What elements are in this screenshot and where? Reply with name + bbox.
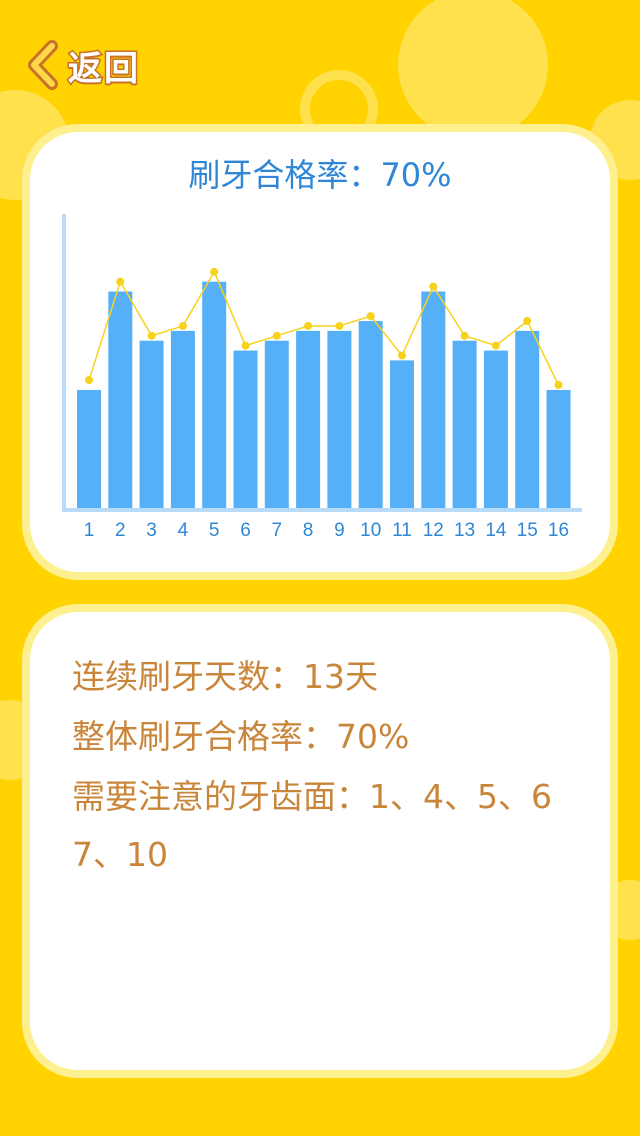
trend-point bbox=[210, 267, 219, 276]
trend-point bbox=[491, 341, 500, 350]
chart-bar bbox=[77, 389, 101, 508]
chart-bar bbox=[264, 340, 289, 508]
back-label: 返回 bbox=[67, 47, 140, 90]
trend-point bbox=[241, 341, 250, 350]
trend-point bbox=[554, 381, 563, 389]
trend-point bbox=[116, 277, 125, 286]
trend-point bbox=[272, 331, 281, 340]
x-tick-label: 14 bbox=[485, 520, 507, 541]
trend-point bbox=[304, 321, 313, 330]
x-tick-label: 9 bbox=[334, 520, 345, 541]
chart-bar bbox=[421, 291, 446, 508]
chart-bar bbox=[546, 389, 571, 508]
x-tick-label: 12 bbox=[423, 520, 444, 541]
trend-point bbox=[523, 317, 532, 326]
chart-bar bbox=[483, 350, 508, 508]
bar-chart: 1 2 3 4 5 6 7 8 9 10 11 12 13 14 15 16 bbox=[62, 214, 582, 541]
x-tick-label: 11 bbox=[392, 520, 412, 541]
chart-card: 刷牙合格率：70% 1 2 3 4 5 6 7 8 9 10 11 12 13 14 15 16 bbox=[22, 124, 618, 580]
trend-line bbox=[88, 270, 560, 386]
chart-bar bbox=[327, 330, 352, 508]
x-tick-label: 1 bbox=[84, 520, 95, 541]
chart-title: 刷牙合格率：70% bbox=[30, 150, 610, 196]
chevron-left-icon bbox=[28, 40, 58, 90]
trend-point bbox=[366, 312, 375, 321]
background-bubble bbox=[398, 0, 548, 140]
chart-bar bbox=[515, 330, 540, 508]
trend-point bbox=[178, 321, 187, 330]
x-tick-label: 3 bbox=[146, 520, 157, 541]
x-tick-label: 15 bbox=[517, 520, 538, 541]
attention-teeth-text: 需要注意的牙齿面：1、4、5、6 bbox=[72, 777, 552, 816]
x-tick-label: 10 bbox=[360, 520, 381, 541]
trend-point bbox=[460, 331, 469, 340]
trend-point bbox=[85, 376, 93, 385]
x-tick-label: 8 bbox=[303, 520, 314, 541]
x-tick-label: 16 bbox=[548, 520, 569, 541]
chart-bar bbox=[390, 360, 414, 508]
x-tick-label: 6 bbox=[240, 520, 251, 541]
chart-bar bbox=[296, 330, 321, 508]
chart-bar bbox=[170, 330, 195, 508]
chart-title-prefix: 刷牙合格率： bbox=[188, 156, 381, 194]
trend-point bbox=[147, 331, 156, 340]
x-tick-label: 2 bbox=[115, 520, 126, 541]
back-button[interactable]: 返回 bbox=[26, 38, 140, 92]
chart-bar bbox=[233, 350, 258, 508]
chart-title-value: 70% bbox=[380, 156, 452, 194]
chart-bar bbox=[202, 281, 227, 508]
trend-point bbox=[398, 351, 406, 360]
info-card: 连续刷牙天数：13天 整体刷牙合格率：70% 需要注意的牙齿面：1、4、5、6 … bbox=[22, 604, 618, 1078]
x-tick-label: 4 bbox=[178, 520, 189, 541]
trend-point bbox=[429, 282, 438, 291]
trend-point bbox=[335, 321, 344, 330]
chart-bar bbox=[139, 340, 164, 508]
x-tick-label: 7 bbox=[272, 520, 283, 541]
x-tick-label: 13 bbox=[454, 520, 475, 541]
chart-bar bbox=[358, 321, 383, 508]
chart-bar bbox=[108, 291, 133, 508]
overall-rate-text: 整体刷牙合格率：70% bbox=[72, 717, 410, 756]
chart-bar bbox=[452, 340, 477, 508]
attention-teeth-text-continued: 7、10 bbox=[72, 835, 168, 874]
x-tick-label: 5 bbox=[209, 520, 220, 541]
consecutive-days-text: 连续刷牙天数：13天 bbox=[72, 657, 378, 696]
